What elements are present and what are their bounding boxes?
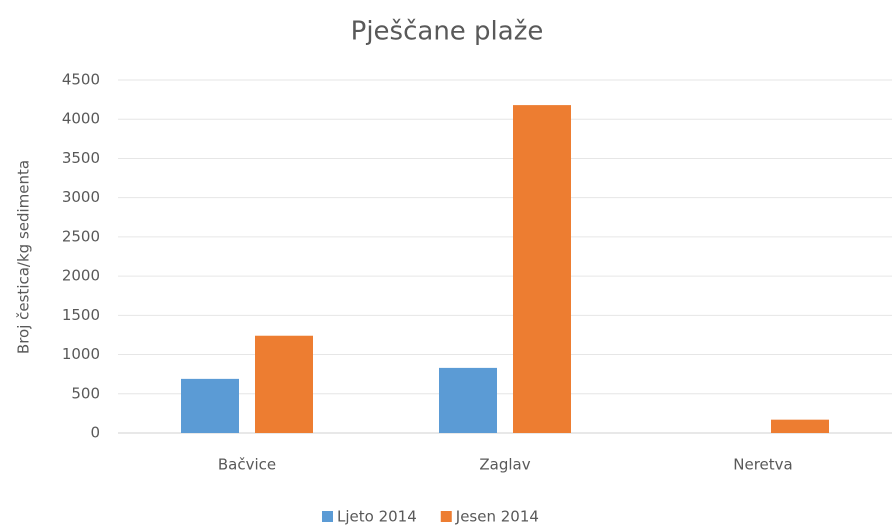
bar xyxy=(513,105,571,433)
x-tick-label: Neretva xyxy=(733,456,792,474)
bar xyxy=(181,378,239,433)
chart-title: Pješčane plaže xyxy=(351,17,544,47)
y-tick-label: 1500 xyxy=(62,306,100,324)
legend-label: Ljeto 2014 xyxy=(337,508,417,526)
x-tick-label: Bačvice xyxy=(218,456,276,474)
y-tick-label: 2500 xyxy=(62,227,100,245)
y-tick-label: 500 xyxy=(71,384,100,402)
x-tick-label: Zaglav xyxy=(479,456,530,474)
bar xyxy=(255,335,313,433)
legend-swatch xyxy=(440,511,452,522)
y-tick-label: 3500 xyxy=(62,149,100,167)
bar xyxy=(439,367,497,433)
y-tick-label: 3000 xyxy=(62,188,100,206)
y-tick-label: 1000 xyxy=(62,345,100,363)
legend-swatch xyxy=(322,511,333,522)
bar xyxy=(771,419,829,433)
legend-label: Jesen 2014 xyxy=(455,508,539,526)
y-tick-label: 4000 xyxy=(62,110,100,128)
y-tick-label: 4500 xyxy=(62,71,100,89)
y-tick-label: 2000 xyxy=(62,267,100,285)
y-tick-label: 0 xyxy=(90,424,100,442)
y-axis-label: Broj čestica/kg sedimenta xyxy=(15,160,33,354)
